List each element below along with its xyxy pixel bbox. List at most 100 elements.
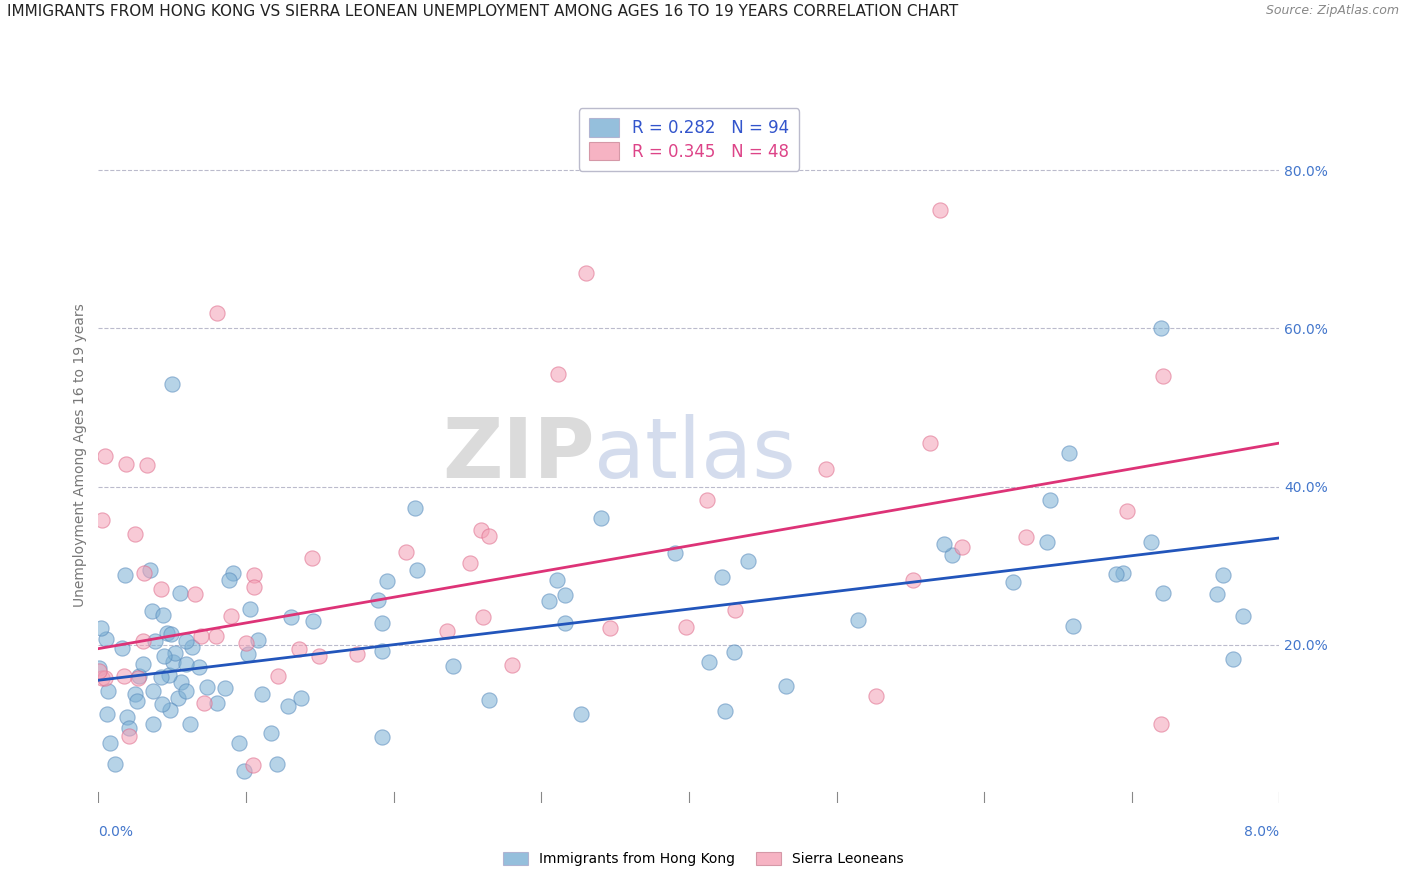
Point [233,764,256,779]
Point [125,694,148,708]
Point [346,647,368,661]
Point [737,553,759,567]
Point [266,757,288,772]
Point [190,629,212,643]
Point [697,655,720,669]
Point [169,675,191,690]
Point [90,513,112,527]
Point [928,202,950,217]
Point [165,646,187,660]
Point [675,620,697,634]
Point [93,671,115,685]
Point [135,458,157,472]
Text: Source: ZipAtlas.com: Source: ZipAtlas.com [1265,4,1399,18]
Point [127,671,149,685]
Point [143,633,166,648]
Point [711,570,734,584]
Point [1212,568,1234,582]
Point [370,615,392,630]
Legend: Immigrants from Hong Kong, Sierra Leoneans: Immigrants from Hong Kong, Sierra Leonea… [498,847,908,871]
Point [713,704,735,718]
Point [91,671,114,685]
Point [546,573,568,587]
Point [775,679,797,693]
Text: 0.0%: 0.0% [98,825,134,839]
Point [918,436,941,450]
Text: 8.0%: 8.0% [1244,825,1279,839]
Point [131,634,153,648]
Point [664,546,686,560]
Point [472,610,495,624]
Point [932,537,955,551]
Point [1152,368,1174,383]
Point [242,758,264,772]
Point [1015,530,1038,544]
Point [301,550,323,565]
Point [371,643,394,657]
Point [169,586,191,600]
Point [260,725,283,739]
Point [302,614,325,628]
Point [290,691,312,706]
Point [128,669,150,683]
Point [139,563,162,577]
Point [441,658,464,673]
Text: IMMIGRANTS FROM HONG KONG VS SIERRA LEONEAN UNEMPLOYMENT AMONG AGES 16 TO 19 YEA: IMMIGRANTS FROM HONG KONG VS SIERRA LEON… [7,4,959,20]
Point [501,657,523,672]
Point [141,604,163,618]
Point [848,613,870,627]
Point [174,684,197,698]
Point [1150,321,1173,335]
Point [104,756,127,771]
Point [118,721,141,735]
Point [1222,652,1244,666]
Point [1152,586,1174,600]
Point [547,367,569,381]
Point [205,305,228,319]
Point [696,492,718,507]
Point [90,621,112,635]
Point [243,568,266,582]
Point [252,687,274,701]
Point [589,511,612,525]
Point [599,621,621,635]
Point [134,566,156,581]
Point [179,717,201,731]
Point [150,670,173,684]
Point [1062,619,1084,633]
Point [195,681,218,695]
Point [96,707,118,722]
Point [87,661,110,675]
Point [98,736,121,750]
Point [724,603,747,617]
Point [124,687,146,701]
Point [952,540,974,554]
Point [308,648,330,663]
Point [174,657,197,672]
Point [247,632,270,647]
Point [152,608,174,623]
Point [538,594,561,608]
Y-axis label: Unemployment Among Ages 16 to 19 years: Unemployment Among Ages 16 to 19 years [73,303,87,607]
Point [1036,534,1059,549]
Point [1232,609,1254,624]
Point [554,616,576,631]
Point [267,669,290,683]
Point [112,669,135,683]
Point [118,729,141,743]
Point [205,629,228,643]
Point [239,602,262,616]
Point [124,527,146,541]
Point [181,640,204,654]
Point [115,710,138,724]
Point [159,668,181,682]
Point [574,266,596,280]
Point [167,690,190,705]
Point [243,580,266,594]
Point [207,696,229,710]
Point [941,549,963,563]
Point [1112,566,1135,580]
Point [554,588,576,602]
Point [174,633,197,648]
Point [478,692,501,706]
